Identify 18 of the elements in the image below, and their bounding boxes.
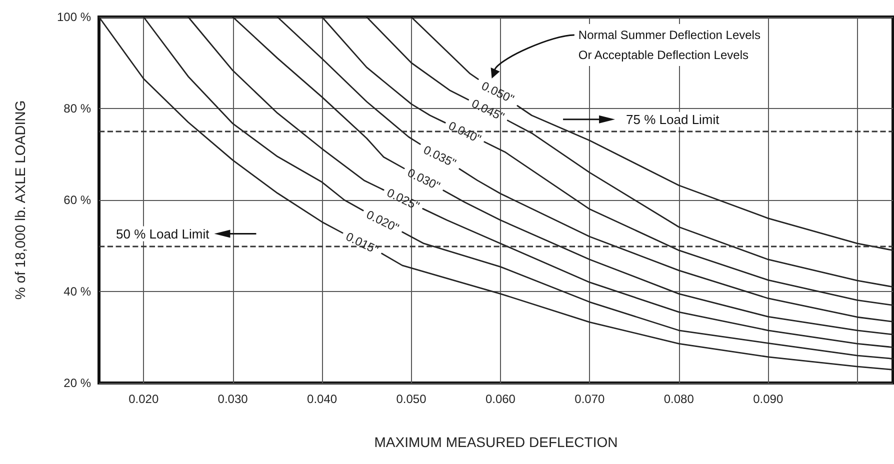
x-axis-title: MAXIMUM MEASURED DEFLECTION (374, 434, 618, 450)
x-tick-label: 0.090 (753, 392, 784, 406)
x-tick-label: 0.040 (307, 392, 338, 406)
ref-line-label: 50 % Load Limit (116, 226, 210, 242)
annotation: Normal Summer Deflection Levels Or Acceptable Deflection Levels (578, 28, 760, 62)
y-tick-label: 20 % (64, 376, 92, 390)
y-tick-label: 40 % (64, 284, 92, 298)
y-tick-label: 100 % (56, 10, 92, 24)
x-tick-label: 0.070 (574, 392, 606, 406)
ref-line-label: 75 % Load Limit (626, 112, 720, 127)
x-tick-label: 0.050 (396, 392, 427, 406)
x-tick-label: 0.080 (664, 392, 694, 406)
x-tick-label: 0.060 (485, 392, 516, 406)
y-tick-label: 80 % (64, 102, 92, 116)
x-tick-label: 0.020 (128, 392, 159, 406)
x-tick-label: 0.030 (218, 392, 248, 406)
y-axis-title: % of 18,000 lb. AXLE LOADING (12, 100, 28, 300)
y-tick-label: 60 % (64, 193, 92, 207)
